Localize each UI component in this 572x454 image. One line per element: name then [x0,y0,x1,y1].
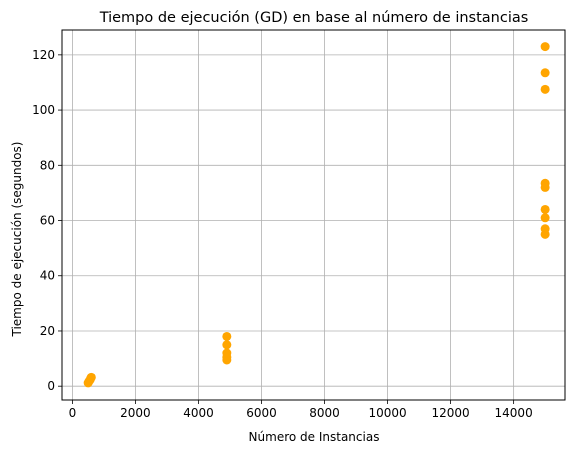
y-tick-label: 80 [40,158,55,172]
x-tick-label: 4000 [183,406,214,420]
data-point [540,42,550,52]
y-tick-label: 20 [40,324,55,338]
data-point [540,204,550,214]
x-tick-label: 0 [69,406,77,420]
data-point [222,340,232,350]
x-tick-label: 8000 [309,406,340,420]
plot-frame [61,29,566,401]
grid-lines [62,30,565,400]
y-tick-label: 120 [32,48,55,62]
data-point [86,372,96,382]
data-point [540,213,550,223]
y-tick-label: 100 [32,103,55,117]
y-tick-label: 60 [40,214,55,228]
chart-title: Tiempo de ejecución (GD) en base al núme… [99,10,529,26]
data-point [222,331,232,341]
x-tick-label: 10000 [368,406,406,420]
data-point [540,84,550,94]
data-point [540,224,550,234]
axis-ticks: 0 2000 4000 6000 8000 10000 12000 14000 0 20 40 60 8… [32,48,533,420]
y-axis-title: Tiempo de ejecución (segundos) [10,142,24,338]
x-tick-label: 2000 [120,406,151,420]
y-tick-label: 40 [40,269,55,283]
data-point [222,348,232,358]
x-tick-label: 12000 [432,406,470,420]
y-tick-label: 0 [47,379,55,393]
x-tick-label: 14000 [495,406,533,420]
data-points [83,42,550,388]
data-point [540,68,550,78]
x-tick-label: 6000 [246,406,277,420]
data-point [540,178,550,188]
x-axis-title: Número de Instancias [249,430,380,444]
